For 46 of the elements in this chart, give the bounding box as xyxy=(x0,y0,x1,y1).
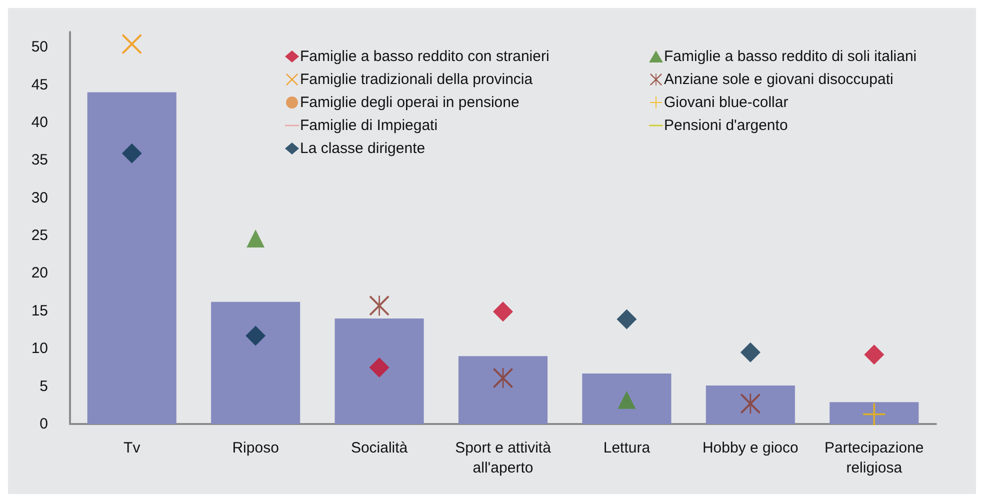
point xyxy=(618,390,636,409)
y-tick-label: 40 xyxy=(31,114,48,131)
legend-label: Famiglie di Impiegati xyxy=(300,117,438,134)
y-tick-label: 45 xyxy=(31,76,48,94)
y-tick-label: 20 xyxy=(31,264,48,282)
legend-label: Famiglie a basso reddito con stranieri xyxy=(300,48,550,65)
point xyxy=(493,302,513,322)
x-tick-label: Tv xyxy=(124,440,141,456)
x-tick-label: Socialità xyxy=(350,440,408,456)
x-tick-label: Sport e attività all'aperto xyxy=(455,440,552,476)
y-tick-label: 25 xyxy=(31,227,48,244)
legend-label: Pensioni d'argento xyxy=(664,117,788,134)
bar xyxy=(706,386,795,424)
y-tick-label: 35 xyxy=(31,152,48,169)
y-tick-label: 5 xyxy=(40,378,48,395)
legend-label: Giovani blue-collar xyxy=(664,94,788,111)
y-tick-label: 15 xyxy=(31,302,48,320)
y-tick-label: 10 xyxy=(31,340,48,358)
bar xyxy=(458,356,548,424)
x-tick-label: Riposo xyxy=(232,440,279,456)
point xyxy=(369,296,390,316)
x-tick-label: Lettura xyxy=(603,440,651,456)
y-tick-label: 50 xyxy=(31,38,48,56)
legend-label: Famiglie tradizionali della provincia xyxy=(300,71,534,88)
point xyxy=(616,309,637,330)
legend-label: La classe dirigente xyxy=(300,140,426,157)
legend-label: Famiglie degli operai in pensione xyxy=(300,94,520,111)
bar xyxy=(830,402,919,424)
point xyxy=(740,394,760,414)
point xyxy=(246,230,265,248)
legend-label: Famiglie a basso reddito di soli italiani xyxy=(664,48,917,65)
y-tick-label: 30 xyxy=(31,189,48,206)
point xyxy=(122,34,142,54)
point xyxy=(864,344,884,365)
y-tick-label: 0 xyxy=(40,416,48,432)
point xyxy=(740,342,760,362)
bar xyxy=(211,302,300,424)
x-tick-label: Hobby e gioco xyxy=(702,440,798,456)
point xyxy=(246,326,266,346)
point xyxy=(122,143,142,164)
legend-label: Anziane sole e giovani disoccupati xyxy=(664,71,894,88)
x-tick-label: Partecipazione religiosa xyxy=(824,440,924,476)
bar xyxy=(87,92,176,424)
point xyxy=(369,357,390,378)
bar xyxy=(582,373,672,424)
bar xyxy=(334,318,424,424)
